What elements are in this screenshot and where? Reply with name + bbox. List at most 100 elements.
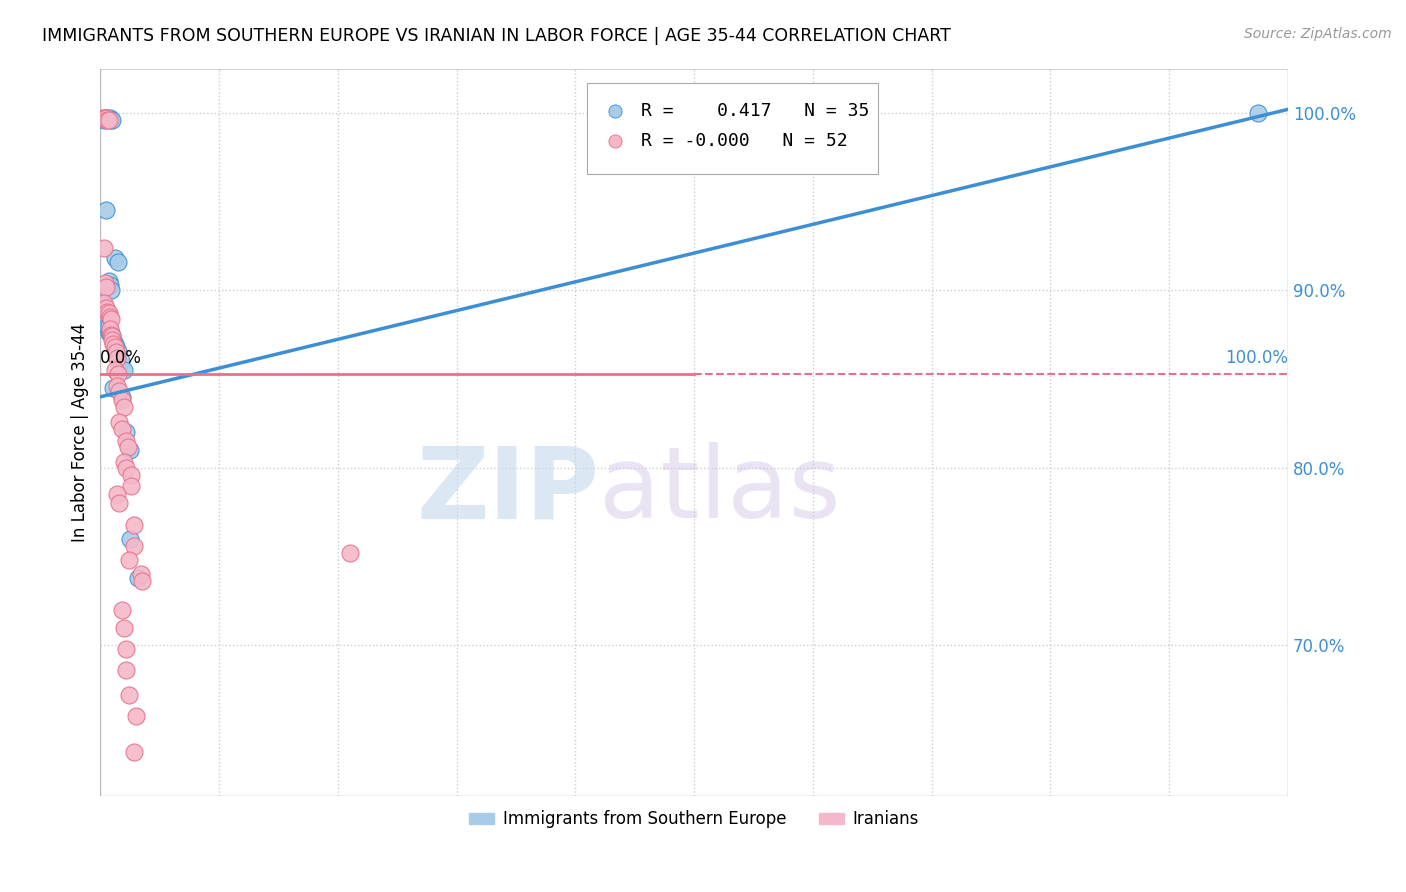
- Point: [108, 496, 131, 510]
- Point: [105, 351, 128, 365]
- Point: [93, 297, 115, 311]
- Point: [131, 574, 153, 589]
- Point: [111, 390, 134, 404]
- Point: [93, 112, 115, 126]
- Point: [93, 241, 115, 255]
- Point: [100, 311, 122, 326]
- Point: [339, 546, 361, 560]
- Point: [1247, 106, 1270, 120]
- Point: [91, 112, 114, 126]
- Point: [110, 354, 132, 368]
- Point: [111, 422, 134, 436]
- Point: [101, 333, 124, 347]
- Point: [98, 310, 121, 324]
- Point: [104, 252, 127, 266]
- Point: [117, 440, 139, 454]
- Point: [94, 112, 117, 126]
- Point: [105, 487, 128, 501]
- Point: [96, 112, 118, 126]
- Point: [94, 277, 117, 291]
- Point: [100, 283, 122, 297]
- Point: [96, 318, 118, 333]
- Point: [97, 306, 120, 320]
- Text: 100.0%: 100.0%: [1225, 349, 1288, 367]
- Point: [103, 381, 125, 395]
- Point: [97, 326, 120, 340]
- Point: [97, 113, 120, 128]
- Point: [96, 112, 118, 126]
- Point: [118, 443, 141, 458]
- Point: [111, 393, 134, 408]
- Point: [104, 363, 127, 377]
- Point: [96, 112, 118, 126]
- Point: [96, 301, 118, 315]
- Point: [96, 280, 118, 294]
- Point: [100, 327, 122, 342]
- Point: [112, 363, 135, 377]
- Text: 0.0%: 0.0%: [100, 349, 142, 367]
- Text: R = -0.000   N = 52: R = -0.000 N = 52: [641, 132, 848, 150]
- Point: [118, 532, 141, 546]
- Point: [112, 455, 135, 469]
- Point: [107, 255, 129, 269]
- Point: [104, 336, 127, 351]
- Point: [101, 329, 124, 343]
- Point: [603, 209, 626, 223]
- Point: [100, 113, 122, 128]
- Point: [603, 283, 626, 297]
- Point: [111, 603, 134, 617]
- Point: [96, 113, 118, 128]
- Text: Source: ZipAtlas.com: Source: ZipAtlas.com: [1244, 27, 1392, 41]
- Point: [101, 113, 124, 128]
- Text: R =    0.417   N = 35: R = 0.417 N = 35: [641, 102, 869, 120]
- Point: [101, 329, 124, 343]
- Point: [96, 315, 118, 329]
- Point: [112, 620, 135, 634]
- Point: [120, 467, 142, 482]
- Point: [98, 322, 121, 336]
- Text: ZIP: ZIP: [416, 442, 599, 539]
- Legend: Immigrants from Southern Europe, Iranians: Immigrants from Southern Europe, Iranian…: [463, 804, 925, 835]
- Point: [122, 517, 145, 532]
- Point: [120, 478, 142, 492]
- Point: [103, 333, 125, 347]
- Point: [107, 343, 129, 358]
- Point: [115, 425, 138, 440]
- FancyBboxPatch shape: [588, 83, 879, 174]
- Point: [125, 709, 148, 723]
- Point: [129, 567, 152, 582]
- Text: IMMIGRANTS FROM SOUTHERN EUROPE VS IRANIAN IN LABOR FORCE | AGE 35-44 CORRELATIO: IMMIGRANTS FROM SOUTHERN EUROPE VS IRANI…: [42, 27, 950, 45]
- Point: [122, 745, 145, 759]
- Y-axis label: In Labor Force | Age 35-44: In Labor Force | Age 35-44: [72, 323, 89, 541]
- Point: [96, 304, 118, 318]
- Point: [112, 401, 135, 415]
- Point: [108, 415, 131, 429]
- Point: [97, 275, 120, 289]
- Point: [104, 340, 127, 354]
- Point: [104, 345, 127, 359]
- Point: [118, 553, 141, 567]
- Point: [94, 301, 117, 315]
- Point: [115, 663, 138, 677]
- Point: [96, 203, 118, 218]
- Point: [97, 318, 120, 333]
- Point: [93, 113, 115, 128]
- Point: [103, 336, 125, 351]
- Point: [98, 326, 121, 340]
- Point: [127, 571, 149, 585]
- Point: [118, 688, 141, 702]
- Point: [104, 340, 127, 354]
- Point: [93, 295, 115, 310]
- Text: atlas: atlas: [599, 442, 841, 539]
- Point: [115, 641, 138, 656]
- Point: [100, 326, 122, 340]
- Point: [108, 384, 131, 399]
- Point: [98, 112, 121, 126]
- Point: [98, 278, 121, 293]
- Point: [105, 379, 128, 393]
- Point: [115, 434, 138, 449]
- Point: [107, 367, 129, 381]
- Point: [122, 539, 145, 553]
- Point: [96, 304, 118, 318]
- Point: [115, 460, 138, 475]
